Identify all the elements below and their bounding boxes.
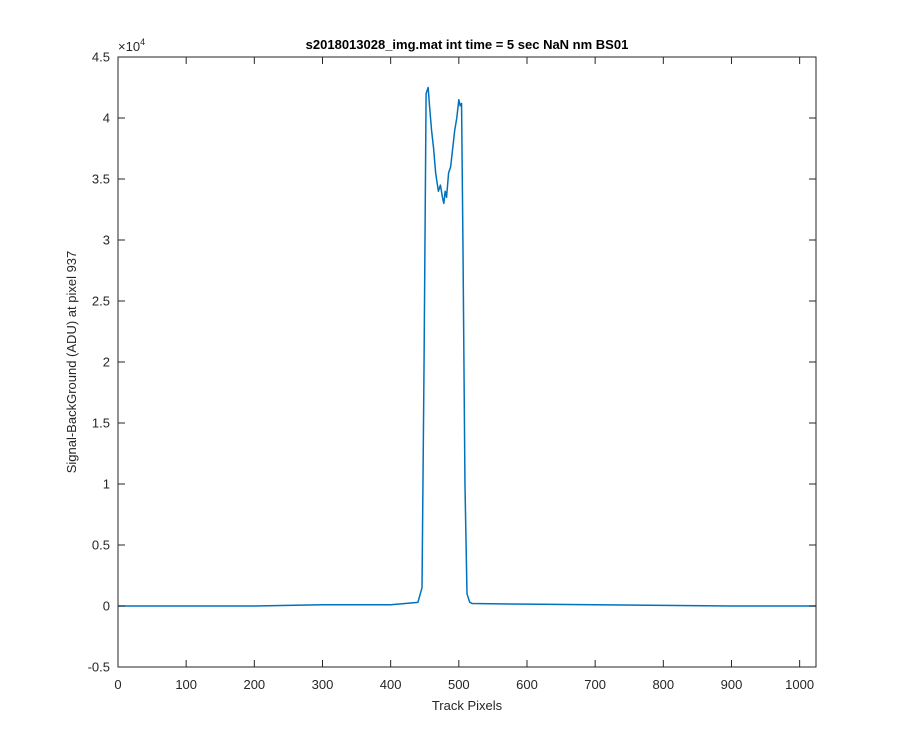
- y-tick-label: 0: [103, 599, 110, 614]
- y-tick-label: 1: [103, 477, 110, 492]
- x-tick-label: 700: [584, 677, 606, 692]
- y-axis-label: Signal-BackGround (ADU) at pixel 937: [64, 251, 79, 474]
- x-tick-label: 800: [652, 677, 674, 692]
- x-tick-labels: 0 100 200 300 400 500 600 700 800 900 1000: [114, 677, 814, 692]
- y-axis-exponent-power: 4: [140, 37, 145, 47]
- series-line: [118, 86, 816, 607]
- x-tick-label: 500: [448, 677, 470, 692]
- y-tick-label: 3.5: [92, 172, 110, 187]
- y-tick-label: 1.5: [92, 416, 110, 431]
- x-axis-label: Track Pixels: [432, 698, 503, 713]
- x-tick-label: 900: [721, 677, 743, 692]
- x-tick-label: 100: [175, 677, 197, 692]
- x-tick-label: 0: [114, 677, 121, 692]
- y-axis-exponent-label: ×104: [118, 37, 145, 54]
- x-tick-label: 600: [516, 677, 538, 692]
- y-tick-label: 3: [103, 233, 110, 248]
- y-tick-labels: -0.5 0 0.5 1 1.5 2 2.5 3 3.5 4 4.5: [88, 50, 110, 675]
- y-tick-label: -0.5: [88, 660, 110, 675]
- y-axis-exponent-base: ×10: [118, 39, 140, 54]
- x-tick-label: 300: [312, 677, 334, 692]
- y-tick-label: 4: [103, 111, 110, 126]
- x-tick-label: 200: [243, 677, 265, 692]
- chart-title: s2018013028_img.mat int time = 5 sec NaN…: [306, 37, 629, 52]
- y-tick-label: 2: [103, 355, 110, 370]
- y-tick-label: 0.5: [92, 538, 110, 553]
- x-tick-label: 1000: [785, 677, 814, 692]
- x-tick-label: 400: [380, 677, 402, 692]
- plot-border: [117, 56, 817, 668]
- y-tick-label: 4.5: [92, 50, 110, 65]
- y-tick-label: 2.5: [92, 294, 110, 309]
